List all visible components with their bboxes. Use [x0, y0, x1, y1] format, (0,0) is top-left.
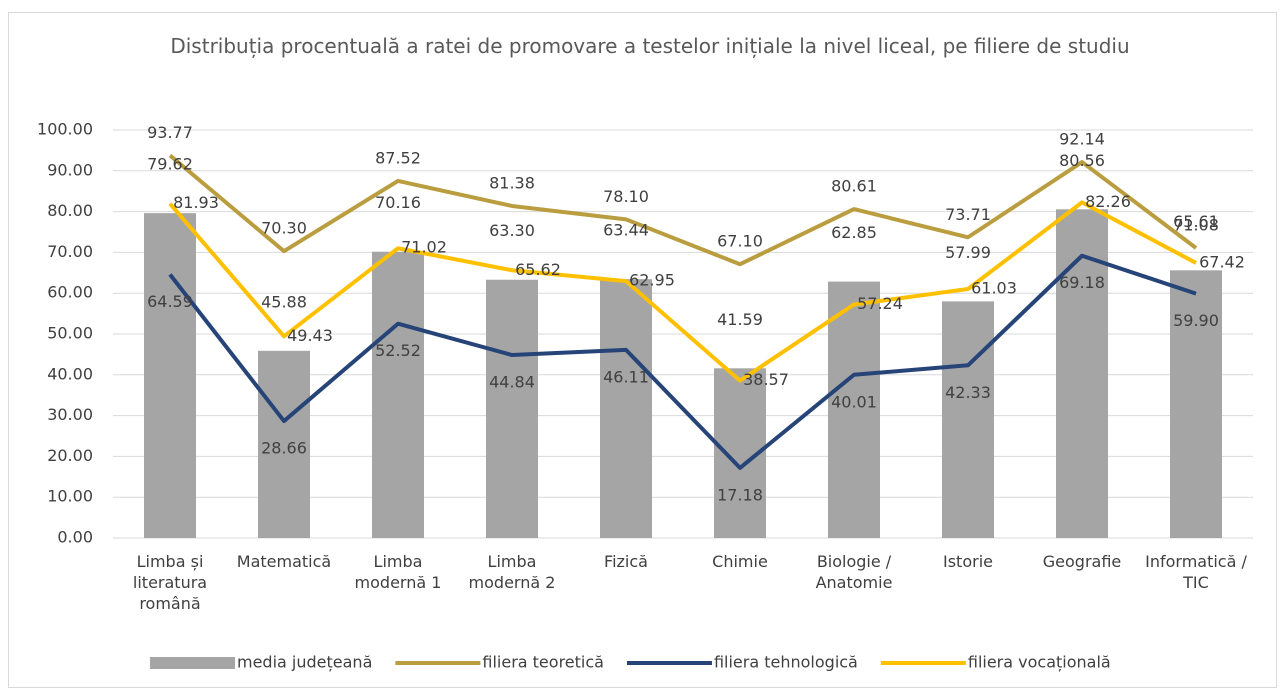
y-tick-label: 70.00	[47, 242, 93, 261]
data-label: 79.62	[147, 155, 193, 174]
x-tick-label: Limba modernă 1	[354, 552, 442, 592]
x-tick-label: Limba modernă 2	[468, 552, 556, 592]
data-label: 73.71	[945, 205, 991, 224]
data-label: 63.30	[489, 221, 535, 240]
y-tick-label: 50.00	[47, 324, 93, 343]
bar	[258, 350, 310, 538]
data-label: 28.66	[261, 439, 307, 458]
y-tick-label: 0.00	[57, 528, 93, 547]
data-label: 69.18	[1059, 273, 1105, 292]
data-label: 45.88	[261, 292, 307, 311]
data-label: 42.33	[945, 383, 991, 402]
y-tick-label: 90.00	[47, 160, 93, 179]
data-label: 67.10	[717, 232, 763, 251]
y-tick-label: 10.00	[47, 487, 93, 506]
x-tick-label: Istorie	[943, 552, 993, 571]
legend-label: filiera teoretică	[482, 653, 604, 672]
data-label: 59.90	[1173, 311, 1219, 330]
y-tick-label: 100.00	[37, 120, 93, 139]
x-tick-label: Chimie	[712, 552, 768, 571]
data-label: 46.11	[603, 367, 649, 386]
data-label: 41.59	[717, 310, 763, 329]
line	[168, 153, 1198, 267]
data-label: 17.18	[717, 485, 763, 504]
data-label: 80.61	[831, 177, 877, 196]
y-tick-label: 20.00	[47, 446, 93, 465]
data-label: 70.16	[375, 193, 421, 212]
data-label: 63.44	[603, 221, 649, 240]
x-tick-label: Geografie	[1042, 552, 1122, 571]
data-label: 57.99	[945, 243, 991, 262]
data-label: 80.56	[1059, 151, 1105, 170]
data-label: 81.93	[173, 193, 219, 212]
data-label: 49.43	[287, 326, 333, 345]
data-label: 87.52	[375, 148, 421, 167]
x-tick-label: Matematică	[236, 552, 332, 571]
data-label: 82.26	[1085, 192, 1131, 211]
data-label: 65.61	[1173, 212, 1219, 231]
data-label: 52.52	[375, 341, 421, 360]
legend-swatch	[150, 657, 235, 669]
data-label: 78.10	[603, 187, 649, 206]
bar	[1170, 270, 1222, 538]
data-label: 81.38	[489, 173, 535, 192]
y-tick-label: 60.00	[47, 283, 93, 302]
data-label: 71.02	[401, 238, 447, 257]
legend-label: filiera vocațională	[968, 653, 1111, 672]
data-label: 44.84	[489, 373, 535, 392]
data-label: 40.01	[831, 392, 877, 411]
bar	[372, 251, 424, 538]
bar	[942, 301, 994, 538]
line	[168, 253, 1197, 470]
bar	[828, 281, 880, 538]
data-label: 71.08	[1173, 215, 1219, 234]
data-label: 62.95	[629, 271, 675, 290]
data-label: 70.30	[261, 219, 307, 238]
data-label: 93.77	[147, 123, 193, 142]
x-tick-label: Fizică	[604, 552, 648, 571]
x-tick-label: Informatică / TIC	[1145, 552, 1247, 592]
data-label: 38.57	[743, 370, 789, 389]
data-label: 92.14	[1059, 130, 1105, 149]
bar	[1056, 209, 1108, 539]
bar	[486, 279, 538, 538]
legend-label: filiera tehnologică	[714, 653, 858, 672]
x-tick-label: Biologie / Anatomie	[815, 552, 893, 592]
chart-title: Distribuția procentuală a ratei de promo…	[170, 34, 1130, 58]
data-label: 57.24	[857, 294, 903, 313]
legend-label: media județeană	[237, 653, 372, 672]
x-tick-label: Limba și literatura română	[132, 552, 208, 613]
data-label: 61.03	[971, 278, 1017, 297]
bar	[600, 279, 652, 538]
data-label: 64.59	[147, 292, 193, 311]
line	[168, 200, 1197, 383]
data-label: 65.62	[515, 260, 561, 279]
bar	[144, 213, 196, 539]
data-label: 62.85	[831, 223, 877, 242]
y-tick-label: 30.00	[47, 405, 93, 424]
data-label: 67.42	[1199, 252, 1245, 271]
y-tick-label: 40.00	[47, 364, 93, 383]
y-tick-label: 80.00	[47, 201, 93, 220]
